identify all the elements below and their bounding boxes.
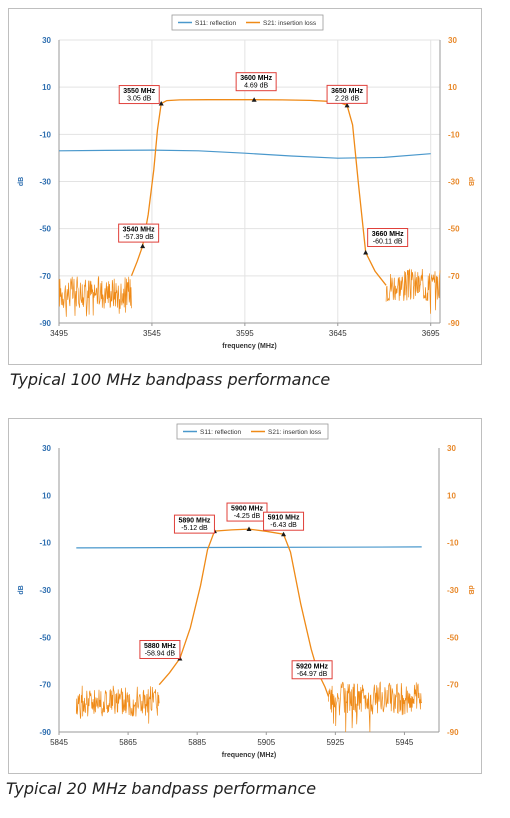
y-tick-label-right: 30: [447, 444, 456, 453]
s21-noise-high: [328, 681, 423, 733]
x-tick-label: 3595: [236, 329, 254, 338]
y-tick-label-left: 30: [42, 36, 51, 45]
y-tick-label-right: 10: [448, 83, 457, 92]
y-tick-label-right: -30: [447, 586, 459, 595]
annotation-value: 3.05 dB: [127, 96, 151, 103]
y-tick-label-right: 30: [448, 36, 457, 45]
y-tick-label-right: -70: [448, 272, 460, 281]
marker-triangle: [246, 526, 252, 532]
annotation-box: [235, 72, 277, 92]
x-tick-label: 5945: [396, 738, 414, 747]
marker-triangle: [363, 250, 369, 255]
x-tick-label: 5885: [188, 738, 206, 747]
y-tick-label-right: -50: [447, 633, 459, 642]
legend-label-s11: S11: reflection: [195, 20, 236, 27]
y-tick-label-left: -30: [39, 586, 51, 595]
annotation-frequency: 5890 MHz: [179, 518, 211, 525]
x-tick-label: 5925: [326, 738, 344, 747]
y-axis-title-right: dB: [467, 585, 474, 594]
legend-label-s21: S21: insertion loss: [268, 429, 322, 436]
annotation-value: -5.12 dB: [181, 525, 208, 532]
y-tick-label-right: -10: [448, 130, 460, 139]
annotation-value: -58.94 dB: [145, 650, 176, 657]
y-tick-label-left: 10: [42, 491, 51, 500]
annotation-frequency: 5910 MHz: [268, 515, 300, 522]
annotation-box: [263, 511, 305, 531]
annotation-frequency: 3660 MHz: [372, 231, 404, 238]
annotation-value: -4.25 dB: [234, 513, 261, 520]
marker-triangle: [344, 102, 350, 108]
x-axis-title: frequency (MHz): [222, 343, 276, 350]
annotation-box: [291, 660, 333, 680]
y-tick-label-left: 30: [42, 444, 51, 453]
x-tick-label: 5845: [50, 738, 68, 747]
y-tick-label-right: -30: [448, 178, 460, 187]
x-axis-title: frequency (MHz): [222, 752, 276, 759]
annotation-frequency: 5920 MHz: [296, 663, 328, 670]
y-axis-title-left: dB: [18, 585, 25, 594]
y-tick-label-right: -90: [447, 728, 459, 737]
annotation-frequency: 3600 MHz: [240, 75, 272, 82]
y-tick-label-right: 10: [447, 491, 456, 500]
marker-triangle: [251, 97, 257, 102]
y-tick-label-right: -90: [448, 319, 460, 328]
y-axis-title-right: dB: [467, 177, 474, 186]
x-tick-label: 3495: [50, 329, 68, 338]
marker-triangle: [140, 243, 146, 249]
y-tick-label-left: -10: [39, 539, 51, 548]
annotation-box: [326, 84, 368, 104]
y-tick-label-left: -90: [39, 728, 51, 737]
x-tick-label: 5865: [119, 738, 137, 747]
x-tick-label: 3645: [329, 329, 347, 338]
annotation-frequency: 3550 MHz: [123, 88, 155, 95]
s21-noise-low: [58, 276, 132, 317]
legend-label-s21: S21: insertion loss: [263, 20, 317, 27]
chart-panel-100mhz: 30 30 10 10 -10 -10 -30 -30 -50 -50 -70 -70 -90 -90 34…: [8, 8, 482, 365]
annotation-box: [139, 639, 181, 659]
x-tick-label: 3695: [422, 329, 440, 338]
annotation-value: -60.11 dB: [373, 239, 403, 246]
x-tick-label: 5905: [257, 738, 275, 747]
y-tick-label-left: -50: [39, 225, 51, 234]
y-tick-label-left: -10: [39, 130, 51, 139]
y-tick-label-left: -90: [39, 319, 51, 328]
annotation-frequency: 3650 MHz: [331, 88, 363, 95]
annotation-box: [118, 223, 160, 243]
s21-noise-low: [75, 685, 160, 724]
caption-20mhz: Typical 20 MHz bandpass performance: [6, 779, 317, 798]
y-tick-label-left: 10: [42, 83, 51, 92]
annotation-frequency: 5900 MHz: [231, 506, 263, 513]
annotation-box: [118, 85, 160, 105]
annotation-frequency: 5880 MHz: [144, 643, 176, 650]
marker-triangle: [158, 101, 164, 106]
annotation-value: -64.97 dB: [297, 671, 328, 678]
annotation-value: -57.39 dB: [123, 234, 154, 241]
y-tick-label-right: -10: [447, 539, 459, 548]
annotation-box: [367, 228, 409, 248]
annotation-value: -6.43 dB: [270, 522, 297, 529]
s11-reflection-line: [58, 149, 431, 159]
annotation-value: 2.28 dB: [335, 95, 359, 102]
annotation-box: [173, 514, 215, 534]
y-axis-title-left: dB: [18, 177, 25, 186]
chart-panel-20mhz: 30 30 10 10 -10 -10 -30 -30 -50 -50 -70 -70 -90 -90 58…: [8, 418, 482, 774]
y-tick-label-right: -70: [447, 681, 459, 690]
annotation-value: 4.69 dB: [244, 83, 268, 90]
y-tick-label-left: -70: [39, 272, 51, 281]
y-tick-label-left: -50: [39, 633, 51, 642]
marker-triangle: [281, 531, 287, 537]
y-tick-label-left: -30: [39, 178, 51, 187]
caption-100mhz: Typical 100 MHz bandpass performance: [10, 370, 331, 389]
y-tick-label-right: -50: [448, 225, 460, 234]
x-tick-label: 3545: [143, 329, 161, 338]
s21-noise-high: [385, 268, 441, 314]
legend-label-s11: S11: reflection: [200, 429, 241, 436]
s11-reflection-line: [76, 546, 422, 549]
annotation-frequency: 3540 MHz: [123, 227, 155, 234]
y-tick-label-left: -70: [39, 681, 51, 690]
s21-insertion-loss-line: [130, 99, 387, 286]
